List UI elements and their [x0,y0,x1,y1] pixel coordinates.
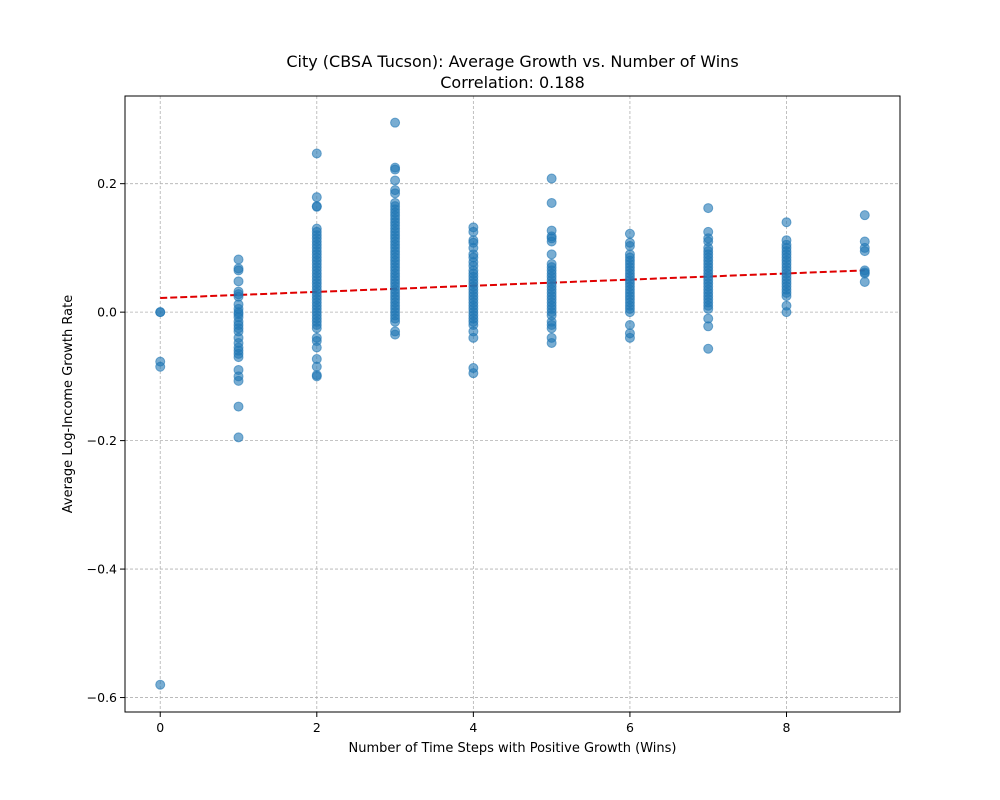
grid [125,96,900,712]
data-point [311,201,322,212]
y-tick-label: −0.4 [87,562,117,577]
data-point [311,148,322,159]
y-axis-label: Average Log-Income Growth Rate [61,295,76,513]
data-point [703,303,714,314]
data-point [155,307,166,318]
data-point [390,329,401,340]
data-point [859,276,870,287]
y-tick-label: 0.0 [97,305,117,320]
data-point [233,265,244,276]
data-point [311,371,322,382]
data-point [781,307,792,318]
data-point [233,352,244,363]
data-point [468,226,479,237]
x-tick-label: 0 [156,720,164,735]
data-point [703,321,714,332]
data-point [546,337,557,348]
x-tick-label: 4 [469,720,477,735]
data-point [624,228,635,239]
data-point [155,361,166,372]
data-point [859,246,870,257]
data-point [311,342,322,353]
x-tick-label: 6 [626,720,634,735]
data-point [546,323,557,334]
data-point [546,173,557,184]
x-axis-label: Number of Time Steps with Positive Growt… [349,741,677,756]
y-tick-label: −0.6 [87,690,117,705]
data-point [546,197,557,208]
data-point [233,432,244,443]
chart-title: City (CBSA Tucson): Average Growth vs. N… [286,52,738,71]
data-point [311,192,322,203]
data-point [468,332,479,343]
data-point [624,307,635,318]
data-point [781,291,792,302]
data-point [233,401,244,412]
data-point [546,236,557,247]
data-point [390,316,401,327]
data-point [233,276,244,287]
data-points [155,117,870,690]
data-point [703,343,714,354]
data-point [311,323,322,334]
x-tick-label: 8 [783,720,791,735]
plot-area-frame [124,95,901,713]
trend-line [160,269,865,300]
x-axis-ticks: 0 2 4 6 8 [156,712,791,735]
data-point [624,240,635,251]
data-point [703,203,714,214]
data-point [390,117,401,128]
data-point [390,175,401,186]
data-point [781,217,792,228]
data-point [624,332,635,343]
y-tick-label: 0.2 [97,176,117,191]
data-point [859,210,870,221]
data-point [233,254,244,265]
data-point [546,249,557,260]
trend-line-layer [160,269,865,300]
data-point [468,368,479,379]
data-point [155,679,166,690]
chart-subtitle: Correlation: 0.188 [440,73,585,92]
data-point [390,164,401,175]
x-tick-label: 2 [313,720,321,735]
data-point [233,375,244,386]
data-point [624,319,635,330]
data-point [390,188,401,199]
data-point [859,268,870,279]
y-tick-label: −0.2 [87,433,117,448]
y-axis-ticks: −0.6 −0.4 −0.2 0.0 0.2 [87,176,125,705]
data-point [311,361,322,372]
